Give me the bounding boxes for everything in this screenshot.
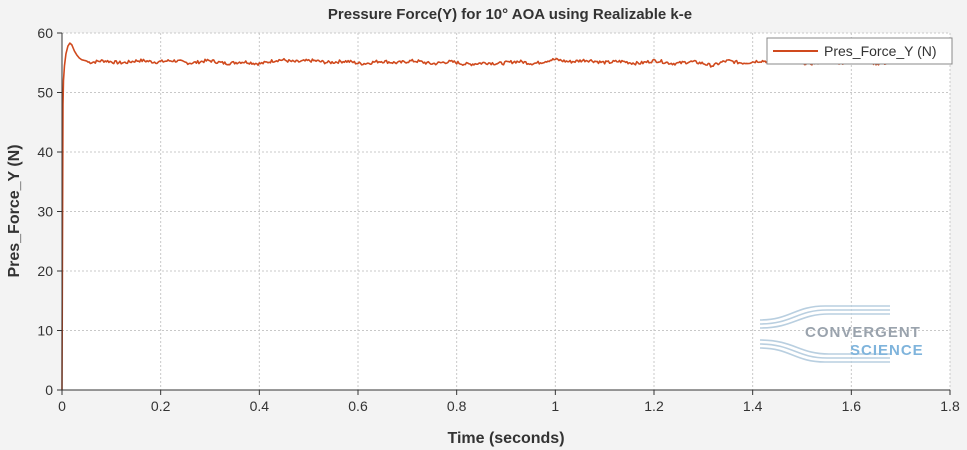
y-tick-label: 30 xyxy=(37,204,53,220)
logo-swoosh-icon xyxy=(759,305,890,363)
x-tick-label: 0.6 xyxy=(348,398,368,414)
legend-label: Pres_Force_Y (N) xyxy=(824,43,937,59)
x-axis-title: Time (seconds) xyxy=(447,430,564,447)
x-tick-label: 0 xyxy=(58,398,66,414)
y-tick-label: 40 xyxy=(37,144,53,160)
x-tick-label: 1.4 xyxy=(743,398,763,414)
x-tick-label: 1 xyxy=(551,398,559,414)
y-tick-label: 0 xyxy=(45,382,53,398)
series-line xyxy=(61,42,902,391)
x-tick-label: 1.6 xyxy=(842,398,862,414)
legend[interactable]: Pres_Force_Y (N) xyxy=(766,37,953,65)
y-axis-title: Pres_Force_Y (N) xyxy=(6,144,23,277)
ticks: 0 0.2 0.4 0.6 0.8 1 1.2 1.4 1.6 1.8 0 10 20 30 40 50 60 xyxy=(37,25,960,414)
x-tick-label: 0.2 xyxy=(151,398,171,414)
grid xyxy=(62,32,951,390)
y-tick-label: 50 xyxy=(37,85,53,101)
x-tick-label: 0.8 xyxy=(447,398,467,414)
y-tick-label: 10 xyxy=(37,323,53,339)
y-tick-label: 20 xyxy=(37,263,53,279)
y-tick-label: 60 xyxy=(37,25,53,41)
chart-title: Pressure Force(Y) for 10° AOA using Real… xyxy=(328,6,692,23)
watermark-line1: CONVERGENT xyxy=(805,324,921,341)
watermark-line2: SCIENCE xyxy=(850,342,924,359)
watermark-logo: CONVERGENT SCIENCE xyxy=(759,305,924,363)
x-tick-label: 0.4 xyxy=(250,398,270,414)
series-layer xyxy=(61,42,902,391)
x-tick-label: 1.8 xyxy=(940,398,960,414)
x-tick-label: 1.2 xyxy=(644,398,664,414)
